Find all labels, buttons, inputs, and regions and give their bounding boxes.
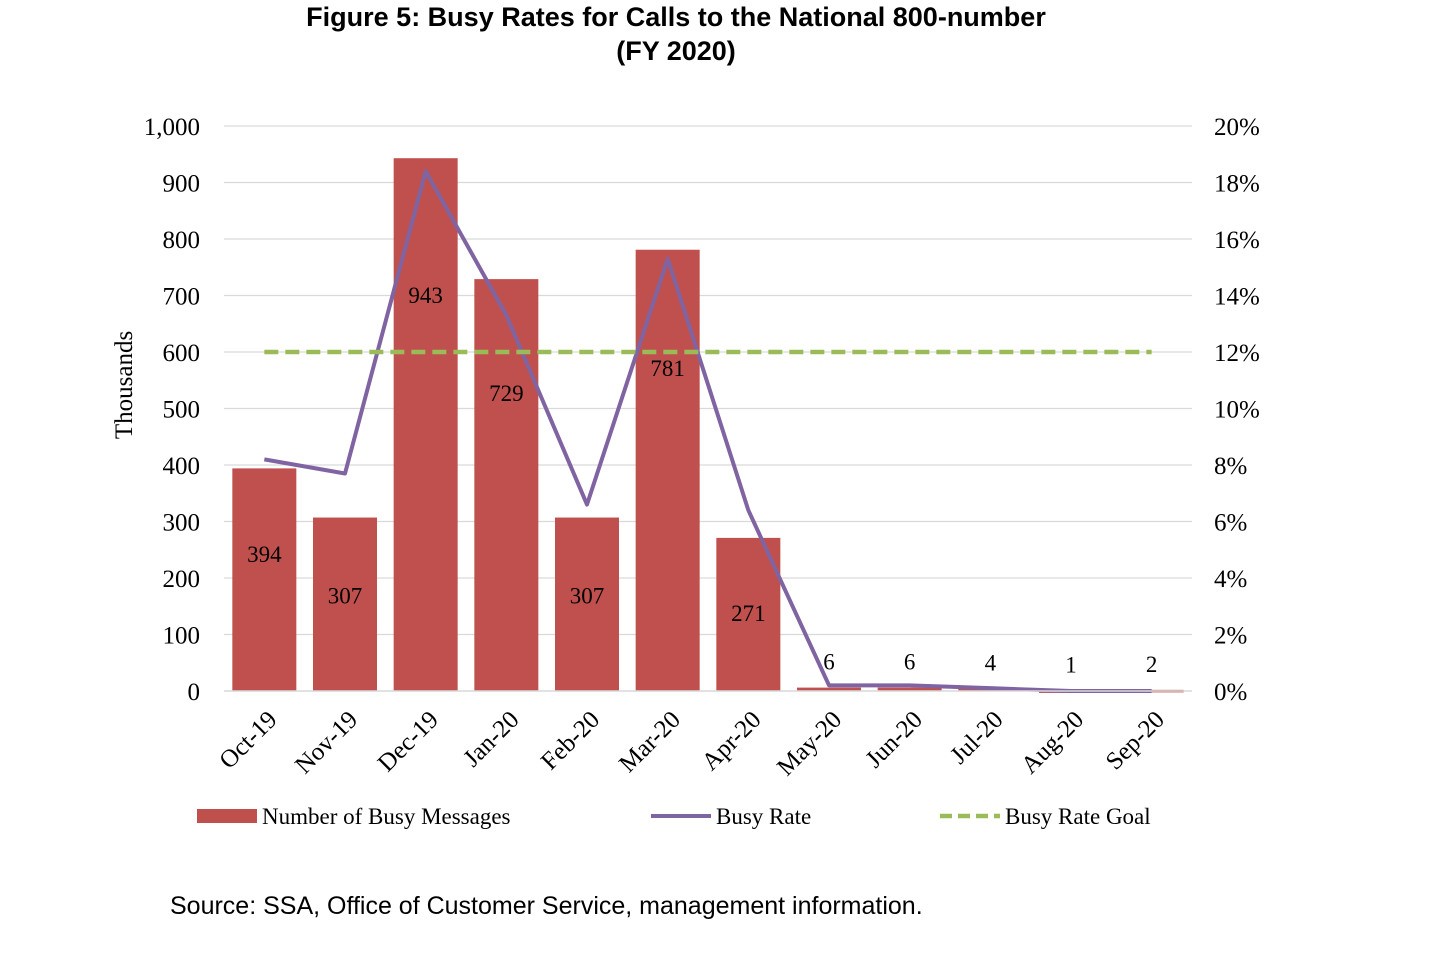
y-tick-label: 1,000 (144, 114, 200, 141)
busy-rate-line (263, 169, 1152, 693)
bar (232, 468, 297, 691)
y-tick-label: 800 (163, 227, 201, 254)
y2-tick-label: 18% (1214, 171, 1260, 198)
y2-tick-label: 16% (1214, 227, 1260, 254)
x-tick-label: Nov-19 (290, 706, 363, 779)
legend: Number of Busy Messages Busy Rate Busy Rat… (197, 804, 1151, 829)
bar (635, 249, 700, 692)
x-axis: Oct-19 Nov-19 Dec-19 Jan-20 Feb-20 Mar-20 Apr-… (214, 690, 1192, 781)
y-tick-label: 0 (188, 679, 201, 706)
y2-tick-label: 10% (1214, 397, 1260, 424)
legend-swatch-bars (197, 809, 257, 823)
y-tick-label: 600 (163, 340, 201, 367)
bar-data-label: 271 (731, 601, 766, 626)
legend-label-goal: Busy Rate Goal (1005, 804, 1151, 829)
y-axis-label: Thousands (111, 331, 138, 439)
source-note: Source: SSA, Office of Customer Service,… (170, 892, 923, 920)
bar-data-label: 781 (650, 356, 685, 381)
chart-title-line2: (FY 2020) (616, 36, 736, 66)
bar-data-label: 2 (1146, 652, 1158, 677)
bar (797, 687, 861, 691)
gridlines (224, 125, 1192, 636)
y2-tick-label: 14% (1214, 284, 1260, 311)
chart-title: Figure 5: Busy Rates for Calls to the Na… (0, 0, 1352, 68)
x-tick-label: Jun-20 (861, 706, 928, 773)
legend-label-rate: Busy Rate (716, 804, 811, 829)
bar-data-label: 6 (823, 650, 835, 675)
x-tick-label: Feb-20 (536, 706, 605, 775)
y-tick-label: 200 (163, 566, 201, 593)
bar-data-label: 729 (489, 381, 524, 406)
x-tick-label: May-20 (772, 706, 847, 781)
bar-data-label: 4 (985, 651, 997, 676)
bar-data-label: 394 (247, 542, 282, 567)
y2-tick-label: 2% (1214, 623, 1247, 650)
x-tick-label: Jan-20 (458, 706, 524, 772)
bar (555, 517, 619, 691)
bar (313, 517, 377, 691)
bar-data-label: 307 (570, 584, 605, 609)
line-series (263, 169, 1152, 693)
bar-data-label: 307 (328, 584, 363, 609)
bar (877, 687, 942, 691)
y-tick-label: 500 (163, 397, 201, 424)
bar (474, 279, 539, 691)
x-tick-label: Aug-20 (1016, 706, 1089, 779)
bar-data-label: 1 (1065, 652, 1077, 677)
x-tick-label: Oct-19 (214, 706, 282, 774)
y2-tick-label: 4% (1214, 566, 1247, 593)
x-tick-label: Jul-20 (945, 706, 1008, 769)
y2-tick-label: 6% (1214, 510, 1247, 537)
y2-tick-label: 0% (1214, 679, 1247, 706)
x-tick-label: Mar-20 (614, 706, 686, 778)
bar-data-label: 943 (408, 283, 443, 308)
left-axis: 0 100 200 300 400 500 600 700 800 900 1,000 (144, 114, 200, 706)
right-axis: 0% 2% 4% 6% 8% 10% 12% 14% 16% 18% 20% (1214, 114, 1260, 706)
x-tick-label: Apr-20 (697, 706, 767, 776)
bar-data-label: 6 (904, 650, 916, 675)
chart-title-line1: Figure 5: Busy Rates for Calls to the Na… (306, 2, 1046, 32)
legend-label-bars: Number of Busy Messages (262, 804, 511, 829)
bar-series (232, 158, 1184, 693)
y2-tick-label: 12% (1214, 340, 1260, 367)
y2-tick-label: 20% (1214, 114, 1260, 141)
y-tick-label: 100 (163, 623, 201, 650)
y-tick-label: 300 (163, 510, 201, 537)
y2-tick-label: 8% (1214, 453, 1247, 480)
x-tick-label: Dec-19 (373, 706, 444, 777)
y-tick-label: 700 (163, 284, 201, 311)
bar (393, 158, 458, 691)
y-tick-label: 900 (163, 171, 201, 198)
bar (716, 537, 781, 691)
bar-data-labels: 394 307 943 729 307 781 271 6 6 4 1 2 (247, 283, 1157, 677)
y-tick-label: 400 (163, 453, 201, 480)
x-tick-label: Sep-20 (1101, 706, 1170, 775)
